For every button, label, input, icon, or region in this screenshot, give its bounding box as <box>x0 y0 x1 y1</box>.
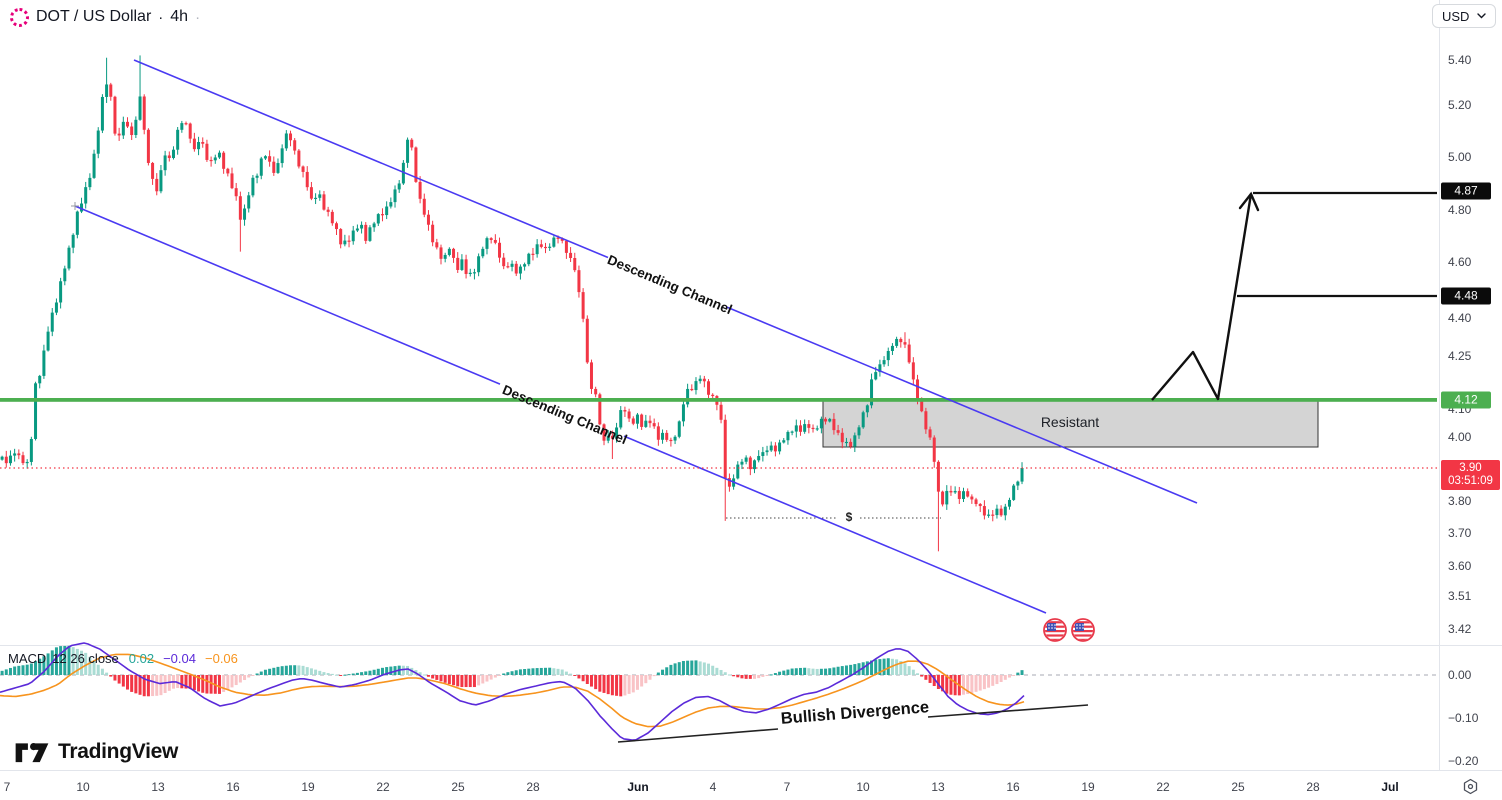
time-tick: Jun <box>627 780 649 794</box>
symbol-header[interactable]: DOT / US Dollar · 4h · <box>10 5 200 29</box>
currency-dropdown[interactable]: USD <box>1432 4 1496 28</box>
macd-value: −0.06 <box>205 651 238 666</box>
price-label-chip: 3.90 03:51:09 <box>1441 460 1500 490</box>
timezone-settings-button[interactable] <box>1462 778 1479 800</box>
time-tick: 16 <box>1006 780 1020 794</box>
time-tick: 19 <box>1081 780 1095 794</box>
time-tick: 10 <box>856 780 870 794</box>
price-tick: 4.40 <box>1448 311 1472 325</box>
price-tick: 4.00 <box>1448 430 1472 444</box>
time-tick: 13 <box>931 780 945 794</box>
price-label-chip: 4.12 <box>1441 391 1491 409</box>
price-tick: 3.70 <box>1448 526 1472 540</box>
indicator-header[interactable]: MACD 12 26 close 0.02 −0.04 −0.06 <box>8 651 238 666</box>
price-tick: 3.80 <box>1448 494 1472 508</box>
macd-value: 0.02 <box>128 651 155 666</box>
price-tick: 3.51 <box>1448 589 1472 603</box>
time-tick: 19 <box>301 780 315 794</box>
price-tick: 5.00 <box>1448 150 1472 164</box>
time-tick: 22 <box>1156 780 1170 794</box>
header-separator: · <box>158 8 164 26</box>
price-tick: 3.42 <box>1448 622 1472 636</box>
price-label-chip: 4.87 <box>1441 182 1491 200</box>
us-flag-icon[interactable] <box>1042 617 1068 643</box>
time-tick: 7 <box>783 780 791 794</box>
chevron-down-icon <box>1477 13 1486 19</box>
time-tick: 28 <box>1306 780 1320 794</box>
price-tick: 4.25 <box>1448 349 1472 363</box>
indicator-params: 12 26 close <box>52 651 119 666</box>
us-flag-icon[interactable] <box>1070 617 1096 643</box>
price-label-chip: 4.48 <box>1441 287 1491 305</box>
macd-tick: −0.20 <box>1448 754 1479 768</box>
macd-tick: −0.10 <box>1448 711 1479 725</box>
time-tick: 25 <box>1231 780 1245 794</box>
time-tick: 13 <box>151 780 165 794</box>
time-tick: 25 <box>451 780 465 794</box>
time-tick: 4 <box>709 780 717 794</box>
pane-divider[interactable] <box>0 645 1502 646</box>
time-tick: 10 <box>76 780 90 794</box>
chart-canvas[interactable] <box>0 0 1440 770</box>
price-tick: 5.20 <box>1448 98 1472 112</box>
price-tick: 4.80 <box>1448 203 1472 217</box>
time-tick: 22 <box>376 780 390 794</box>
polkadot-logo-icon <box>10 7 29 27</box>
currency-label: USD <box>1442 8 1470 24</box>
time-tick: 7 <box>3 780 11 794</box>
gear-icon <box>1463 778 1478 795</box>
flag-stickers[interactable] <box>1042 617 1096 643</box>
resistance-zone-label[interactable]: Resistant <box>1040 414 1100 430</box>
tradingview-watermark[interactable]: TradingView <box>14 738 178 765</box>
time-tick: 16 <box>226 780 240 794</box>
price-tick: 5.40 <box>1448 53 1472 67</box>
price-tick: 3.60 <box>1448 559 1472 573</box>
price-axis-divider <box>1439 0 1440 770</box>
time-tick: Jul <box>1381 780 1399 794</box>
time-tick: 28 <box>526 780 540 794</box>
tradingview-wordmark: TradingView <box>58 739 179 763</box>
price-tick: 4.60 <box>1448 255 1472 269</box>
time-axis-divider <box>0 770 1502 771</box>
dollar-marker[interactable]: $ <box>845 510 853 524</box>
macd-value: −0.04 <box>163 651 196 666</box>
macd-tick: 0.00 <box>1448 668 1472 682</box>
header-menu-dot[interactable]: · <box>195 8 201 26</box>
indicator-values: 0.02 −0.04 −0.06 <box>129 651 238 666</box>
tradingview-logo-icon <box>15 742 49 763</box>
indicator-name[interactable]: MACD <box>8 651 47 666</box>
interval-label[interactable]: 4h <box>170 8 189 25</box>
symbol-title: DOT / US Dollar <box>36 8 152 25</box>
